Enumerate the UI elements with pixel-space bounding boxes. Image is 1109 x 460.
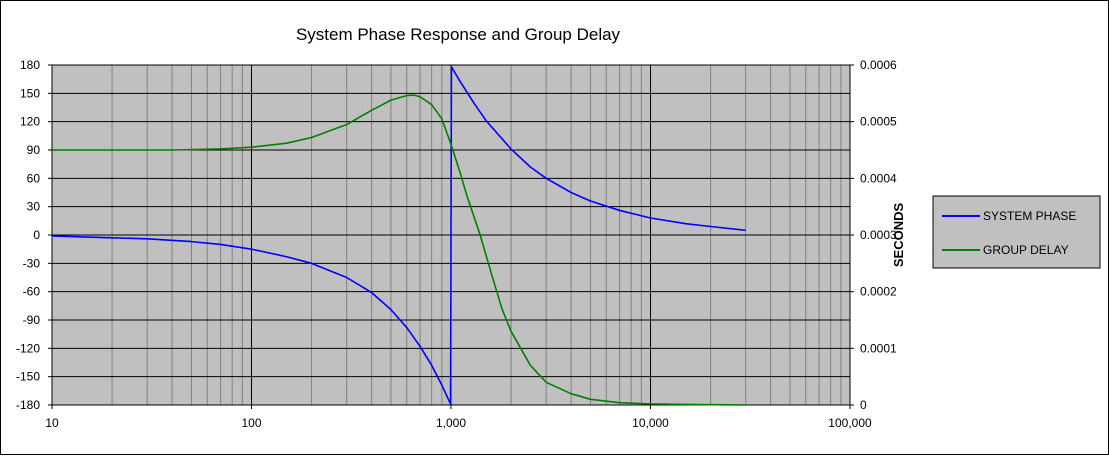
left-tick-label: -180: [16, 398, 40, 412]
legend-box: [932, 195, 1101, 269]
right-axis-ticks: 0 0.0001 0.0002 0.0003 0.0004 0.0005 0.0006: [850, 58, 897, 412]
right-tick-label: 0.0001: [860, 341, 897, 355]
x-tick-label: 1,000: [436, 416, 466, 430]
group-delay-line: [52, 94, 746, 406]
system-phase-line: [51, 66, 746, 405]
right-axis-label: SECONDS: [891, 203, 906, 268]
right-tick-label: 0.0005: [860, 115, 897, 129]
left-tick-label: -120: [16, 341, 40, 355]
grid-lines: [51, 64, 851, 406]
legend-label-system-phase: SYSTEM PHASE: [983, 209, 1076, 223]
legend-label-group-delay: GROUP DELAY: [983, 243, 1069, 257]
left-tick-label: -90: [23, 313, 41, 327]
series-lines: [51, 66, 746, 406]
right-tick-label: 0.0003: [860, 228, 897, 242]
right-tick-label: 0.0002: [860, 285, 897, 299]
x-tick-label: 100: [241, 416, 261, 430]
x-axis-ticks: 10 100 1,000 10,000 100,000: [45, 405, 872, 430]
left-tick-label: 0: [33, 228, 40, 242]
x-tick-label: 100,000: [828, 416, 872, 430]
x-tick-label: 10: [45, 416, 59, 430]
right-tick-label: 0: [860, 398, 867, 412]
left-tick-label: -150: [16, 370, 40, 384]
legend: SYSTEM PHASE GROUP DELAY: [932, 195, 1101, 269]
left-tick-label: -60: [23, 285, 41, 299]
left-tick-label: 180: [20, 58, 40, 72]
right-tick-label: 0.0006: [860, 58, 897, 72]
chart-title: System Phase Response and Group Delay: [296, 25, 621, 44]
left-tick-label: -30: [23, 256, 41, 270]
left-tick-label: 150: [20, 86, 40, 100]
left-tick-label: 60: [27, 171, 41, 185]
x-tick-label: 10,000: [632, 416, 669, 430]
right-tick-label: 0.0004: [860, 171, 897, 185]
left-axis-ticks: -180 -150 -120 -90 -60 -30 0 30 60 90 120 150 180: [16, 58, 52, 412]
left-tick-label: 90: [27, 143, 41, 157]
left-tick-label: 30: [27, 200, 41, 214]
left-tick-label: 120: [20, 115, 40, 129]
